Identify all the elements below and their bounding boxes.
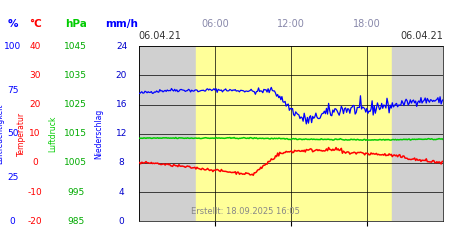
Text: 06.04.21: 06.04.21 [400,31,443,41]
Text: Erstellt: 18.09.2025 16:05: Erstellt: 18.09.2025 16:05 [191,207,300,216]
Text: -10: -10 [28,188,42,196]
Text: 20: 20 [29,100,41,109]
Text: 995: 995 [67,188,84,196]
Text: 985: 985 [67,217,84,226]
Text: 1025: 1025 [64,100,87,109]
Text: 1015: 1015 [64,129,87,138]
Text: °C: °C [29,19,41,29]
Text: 4: 4 [119,188,124,196]
Text: 16: 16 [116,100,127,109]
Text: 25: 25 [7,173,18,182]
Text: -20: -20 [28,217,42,226]
Text: Luftdruck: Luftdruck [49,116,58,152]
Text: 10: 10 [29,129,41,138]
Text: Temperatur: Temperatur [17,112,26,156]
Text: 40: 40 [29,42,41,51]
Text: Niederschlag: Niederschlag [94,108,104,159]
Text: 06.04.21: 06.04.21 [139,31,181,41]
Text: 1035: 1035 [64,71,87,80]
Text: Luftfeuchtigkeit: Luftfeuchtigkeit [0,104,4,164]
Text: 18:00: 18:00 [353,19,381,29]
Text: 12:00: 12:00 [277,19,305,29]
Text: 100: 100 [4,42,21,51]
Text: 1045: 1045 [64,42,87,51]
Text: 12: 12 [116,129,127,138]
Bar [196,46,392,221]
Text: 0: 0 [10,217,15,226]
Bar [392,46,443,221]
Text: hPa: hPa [65,19,86,29]
Text: 20: 20 [116,71,127,80]
Text: %: % [7,19,18,29]
Text: 75: 75 [7,86,18,94]
Text: 1005: 1005 [64,158,87,168]
Text: mm/h: mm/h [105,19,138,29]
Text: 50: 50 [7,129,18,138]
Text: 24: 24 [116,42,127,51]
Text: 0: 0 [119,217,124,226]
Text: 8: 8 [119,158,124,168]
Text: 30: 30 [29,71,41,80]
Text: 06:00: 06:00 [201,19,229,29]
Text: 0: 0 [32,158,38,168]
Bar [139,46,196,221]
